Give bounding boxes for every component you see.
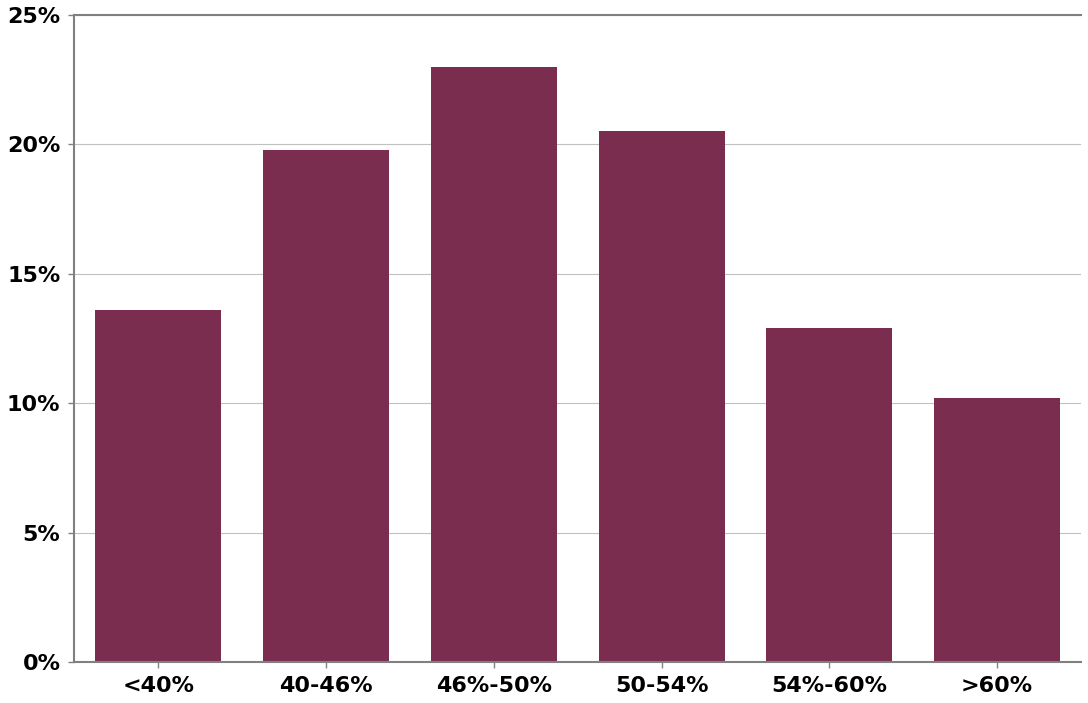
- Bar: [935, 398, 1060, 662]
- Bar: [598, 131, 725, 662]
- Bar: [431, 67, 557, 662]
- Bar: [766, 328, 892, 662]
- Bar: [96, 310, 221, 662]
- Bar: [263, 150, 388, 662]
